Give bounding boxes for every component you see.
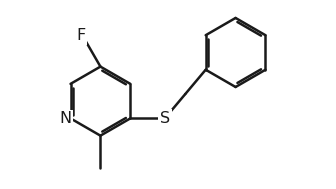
Text: S: S <box>160 111 170 126</box>
Text: N: N <box>60 111 72 126</box>
Text: F: F <box>77 28 86 43</box>
